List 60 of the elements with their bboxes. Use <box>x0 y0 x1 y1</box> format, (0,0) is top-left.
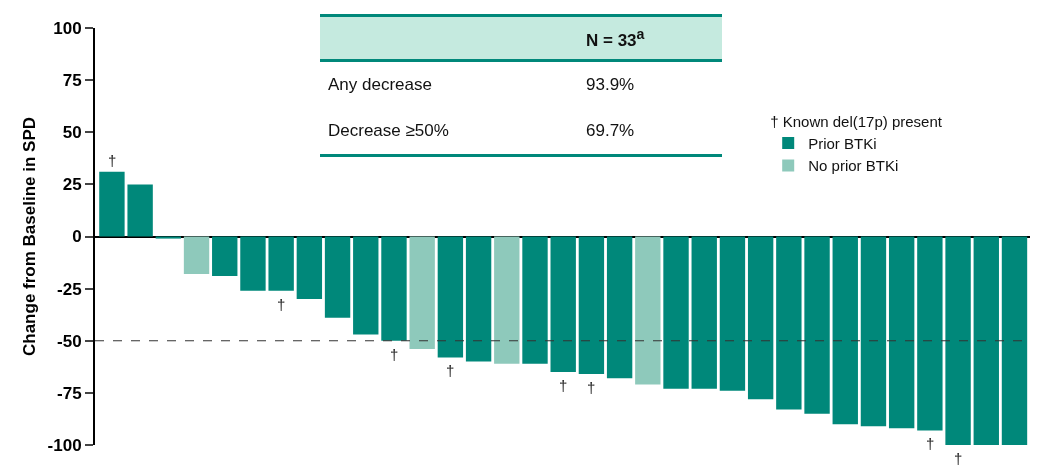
bar <box>381 236 407 341</box>
legend-label: Prior BTKi <box>808 134 877 152</box>
bar <box>719 236 746 391</box>
table-header-shading: N = 33$^{a}$ <box>320 14 722 62</box>
y-tick-label: -50 <box>57 331 82 351</box>
bar <box>437 236 464 358</box>
y-tick-label: -100 <box>47 435 82 455</box>
bar <box>663 236 689 389</box>
bar <box>155 236 182 239</box>
data-label: † <box>954 450 963 467</box>
bar <box>691 236 717 389</box>
bar <box>804 236 830 414</box>
bar <box>606 236 633 379</box>
data-label: † <box>277 296 286 313</box>
y-tick-label: -75 <box>57 383 82 403</box>
annotation: 93.9% <box>586 75 636 95</box>
bar <box>296 236 323 300</box>
annotation: Any decrease <box>327 75 433 95</box>
data-label: † <box>390 346 399 363</box>
legend-title: † Known del(17p) present <box>770 112 943 130</box>
bar <box>99 171 125 237</box>
bar <box>578 236 605 375</box>
y-tick-label: 50 <box>62 123 82 143</box>
bar <box>832 236 858 425</box>
bar <box>494 236 520 364</box>
bar <box>353 236 379 335</box>
data-label: † <box>926 435 935 452</box>
bar <box>268 236 294 291</box>
data-label: † <box>559 377 568 394</box>
bar <box>917 236 943 431</box>
bar <box>945 236 971 445</box>
bar <box>888 236 915 429</box>
bar <box>409 236 435 350</box>
bar <box>860 236 887 427</box>
annotation: N = 33$^{a}$ <box>586 25 646 51</box>
bar <box>212 236 238 277</box>
annotation: 69.7% <box>586 121 636 141</box>
legend-label: No prior BTKi <box>808 157 899 175</box>
bar <box>635 236 661 385</box>
bar <box>240 236 266 291</box>
data-label: † <box>587 379 596 396</box>
bar <box>973 236 999 445</box>
bar <box>183 236 210 275</box>
bar <box>127 184 153 237</box>
y-axis-title: Change from Baseline in SPD <box>19 117 39 356</box>
y-tick-label: 100 <box>53 18 82 38</box>
bar <box>1001 236 1028 445</box>
y-tick-label: 75 <box>62 71 82 91</box>
bar <box>465 236 492 362</box>
bar <box>776 236 802 410</box>
bar <box>550 236 576 373</box>
bar <box>747 236 774 400</box>
bar <box>324 236 351 318</box>
data-label: † <box>108 152 117 169</box>
y-tick-label: -25 <box>57 279 82 299</box>
y-tick-label: 25 <box>62 175 82 195</box>
data-label: † <box>446 362 455 379</box>
bar <box>522 236 548 364</box>
y-tick-label: 0 <box>72 227 82 247</box>
annotation: Decrease ≥50% <box>327 121 450 141</box>
